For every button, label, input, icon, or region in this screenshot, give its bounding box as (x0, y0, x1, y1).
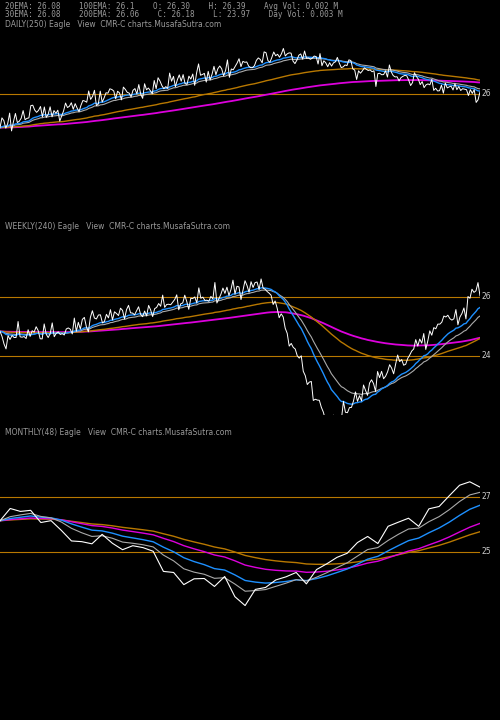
Text: 20EMA: 26.08    100EMA: 26.1    O: 26.30    H: 26.39    Avg Vol: 0.002 M: 20EMA: 26.08 100EMA: 26.1 O: 26.30 H: 26… (5, 2, 338, 11)
Text: DAILY(250) Eagle   View  CMR-C charts.MusafaSutra.com: DAILY(250) Eagle View CMR-C charts.Musaf… (5, 20, 221, 29)
Text: MONTHLY(48) Eagle   View  CMR-C charts.MusafaSutra.com: MONTHLY(48) Eagle View CMR-C charts.Musa… (5, 428, 232, 437)
Text: 24: 24 (482, 351, 491, 361)
Text: 26: 26 (482, 89, 491, 99)
Text: 27: 27 (482, 492, 491, 501)
Text: 25: 25 (482, 547, 491, 556)
Text: 30EMA: 26.08    200EMA: 26.06    C: 26.18    L: 23.97    Day Vol: 0.003 M: 30EMA: 26.08 200EMA: 26.06 C: 26.18 L: 2… (5, 10, 342, 19)
Text: 26: 26 (482, 292, 491, 302)
Text: WEEKLY(240) Eagle   View  CMR-C charts.MusafaSutra.com: WEEKLY(240) Eagle View CMR-C charts.Musa… (5, 222, 230, 231)
